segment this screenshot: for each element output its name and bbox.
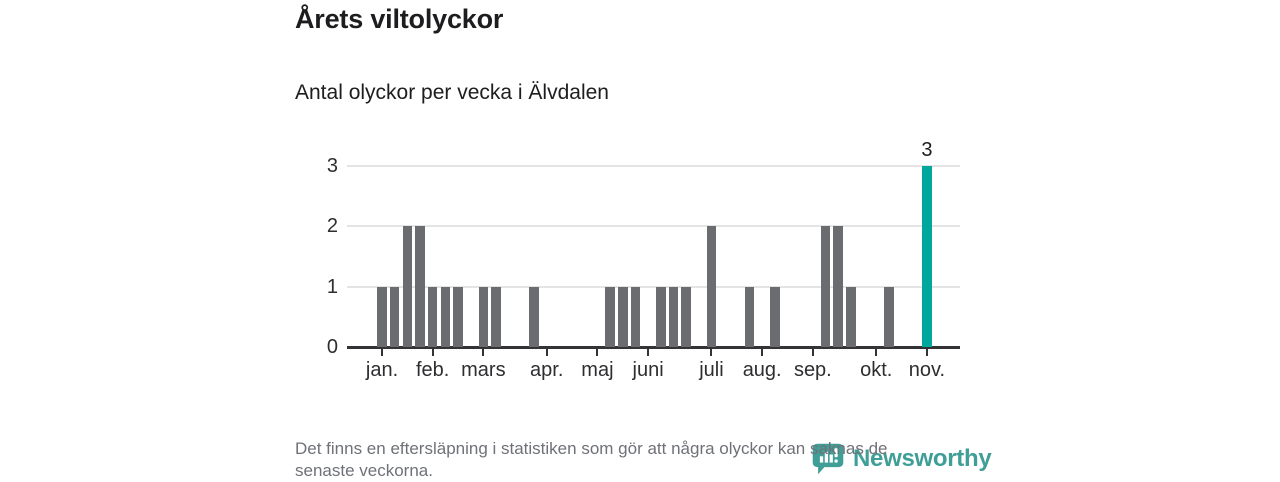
gridline-y2 [347,225,960,228]
bar-week-19 [605,286,615,347]
footer-note: Det finns en eftersläpning i statistiken… [295,438,887,482]
bar-week-44-highlighted [922,166,932,347]
bar-week-3 [402,226,413,347]
x-axis-tick-apr [545,348,548,356]
bar-week-5 [427,286,438,347]
y-axis-label-2: 2 [326,215,338,238]
x-axis-tick-okt [875,348,878,356]
bar-week-37 [833,226,843,347]
bar-week-30 [744,286,755,347]
newsworthy-logo: Newsworthy [810,441,992,477]
footer-line-2: senaste veckorna. [295,461,433,480]
bar-week-38 [846,286,856,347]
bar-week-13 [529,286,539,347]
x-axis-label-nov: nov. [908,359,946,381]
x-axis-tick-mars [482,348,485,356]
bar-week-4 [415,226,425,347]
bar-week-21 [630,286,641,347]
bar-week-20 [618,286,628,347]
bar-week-36 [820,226,831,347]
x-axis-label-aug: aug. [742,359,782,381]
gridline-y3 [347,165,960,168]
bar-week-10 [491,286,501,347]
x-axis-tick-juni [647,348,650,356]
x-axis-label-sep: sep. [793,359,832,381]
page-title: Årets viltolyckor [295,4,504,34]
x-axis-label-jan: jan. [365,359,399,381]
y-axis-label-3: 3 [326,155,338,178]
x-axis-tick-nov [925,348,928,356]
x-axis-label-juli: juli [699,359,724,381]
x-axis-label-feb: feb. [416,359,450,381]
x-axis-tick-aug [761,348,764,356]
bar-week-23 [656,286,666,347]
x-axis-label-juni: juni [632,359,664,381]
footer-line-1: Det finns en eftersläpning i statistiken… [295,439,888,458]
bar-week-25 [681,286,691,347]
x-axis-tick-sep [811,348,814,356]
chart-subtitle: Antal olyckor per vecka i Älvdalen [295,81,609,104]
y-axis-label-1: 1 [326,275,338,298]
x-axis-baseline [347,346,960,349]
bar-week-9 [478,286,489,347]
x-axis-tick-maj [596,348,599,356]
newsworthy-wordmark: Newsworthy [853,445,992,472]
x-axis-tick-feb [431,348,434,356]
x-axis-label-maj: maj [581,359,614,381]
newsworthy-logo-icon [812,443,844,475]
bar-week-1 [377,286,387,347]
bar-value-label: 3 [921,139,933,162]
gridline-y1 [347,285,960,288]
bar-week-2 [389,286,400,347]
x-axis-label-apr: apr. [530,359,564,381]
x-axis-tick-jan [381,348,383,356]
x-axis-label-mars: mars [461,359,506,381]
bar-week-24 [668,286,679,347]
x-axis-tick-juli [710,348,713,356]
x-axis-label-okt: okt. [860,359,893,381]
bar-week-27 [706,226,717,347]
bar-week-7 [453,286,463,347]
bar-week-6 [440,286,451,347]
y-axis-label-0: 0 [326,336,338,358]
bar-week-32 [770,286,780,347]
bar-week-41 [884,286,894,347]
